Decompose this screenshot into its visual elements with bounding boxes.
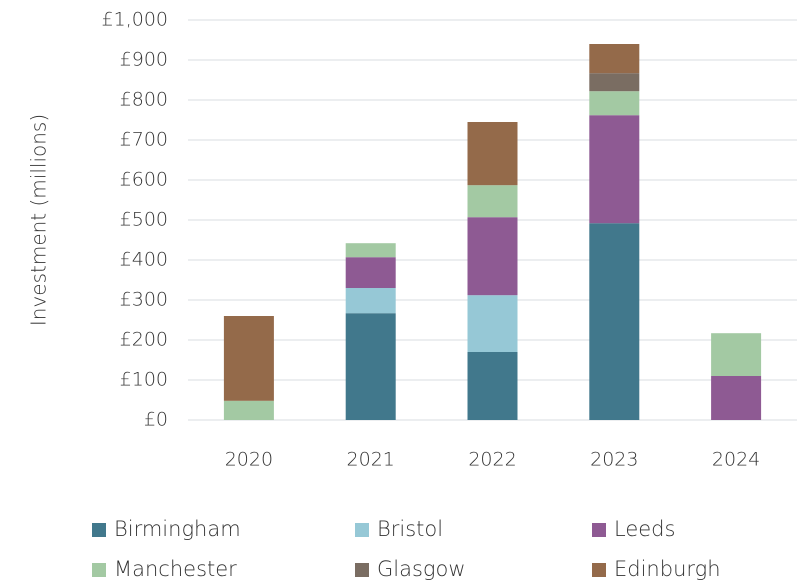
legend-swatch [355,523,369,537]
y-tick-label: £300 [120,289,168,311]
y-tick-label: £1,000 [102,9,168,31]
x-tick-label: 2021 [347,449,395,471]
legend-label: Bristol [377,517,443,541]
bar-segment [223,400,274,420]
bar-segment [589,44,640,74]
legend-swatch [592,523,606,537]
y-tick-label: £500 [120,209,168,231]
x-tick-label: 2020 [225,449,273,471]
y-tick-label: £600 [120,169,168,191]
legend-swatch [92,523,106,537]
bar-segment [223,316,274,401]
bar-segment [589,115,640,224]
bar-segment [345,243,396,258]
legend-label: Leeds [614,517,675,541]
legend-swatch [592,563,606,577]
legend-label: Manchester [114,557,237,581]
bar-segment [467,295,518,352]
x-tick-label: 2023 [590,449,638,471]
y-tick-label: £800 [120,89,168,111]
bar-segment [589,73,640,92]
bar-segment [711,376,762,420]
y-tick-label: £0 [144,409,168,431]
y-tick-label: £400 [120,249,168,271]
y-tick-label: £700 [120,129,168,151]
x-tick-label: 2024 [712,449,760,471]
bar-segment [467,217,518,296]
y-tick-label: £900 [120,49,168,71]
y-axis-label: Investment (millions) [27,114,51,326]
bar-segment [589,91,640,116]
y-tick-label: £200 [120,329,168,351]
legend-label: Edinburgh [614,557,721,581]
y-tick-label: £100 [120,369,168,391]
bar-segment [467,352,518,420]
bar-segment [467,185,518,218]
bar-segment [467,122,518,186]
bar-segment [589,223,640,420]
legend-swatch [92,563,106,577]
x-tick-label: 2022 [468,449,516,471]
legend-swatch [355,563,369,577]
legend-label: Glasgow [377,557,466,581]
bar-segment [345,257,396,288]
bar-segment [345,313,396,420]
legend-label: Birmingham [114,517,241,541]
bar-segment [345,288,396,314]
bar-segment [711,333,762,376]
